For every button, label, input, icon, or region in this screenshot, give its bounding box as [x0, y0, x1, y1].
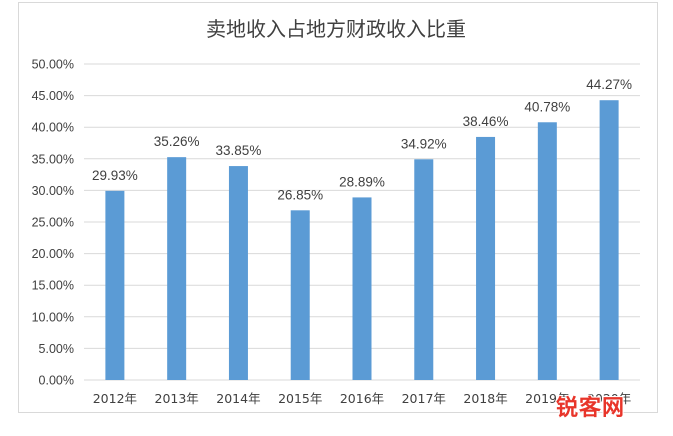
x-axis-category-labels: 2012年 2013年 2014年 2015年 2016年 2017年 2018年 2019年… [93, 391, 632, 406]
y-tick-label: 40.00% [32, 121, 74, 135]
data-label: 38.46% [463, 114, 509, 129]
y-tick-label: 10.00% [32, 310, 74, 324]
data-labels: 29.93% 35.26% 33.85% 26.85% 28.89% 34.92% 38.4… [92, 77, 632, 202]
watermark-logo: 锐客网 [556, 396, 626, 421]
data-label: 40.78% [524, 99, 570, 114]
data-label: 33.85% [216, 143, 262, 158]
x-category-label: 2012年 [93, 391, 137, 406]
y-tick-label: 0.00% [39, 374, 74, 388]
x-category-label: 2018年 [463, 391, 507, 406]
y-tick-label: 20.00% [32, 247, 74, 261]
data-label: 29.93% [92, 168, 138, 183]
bar [167, 157, 187, 380]
data-label: 35.26% [154, 134, 200, 149]
bar [290, 210, 310, 380]
y-tick-label: 35.00% [32, 152, 74, 166]
data-label: 26.85% [277, 187, 323, 202]
x-category-label: 2020年 [587, 391, 631, 406]
x-category-label: 2014年 [216, 391, 260, 406]
y-tick-label: 50.00% [32, 58, 74, 72]
data-label: 34.92% [401, 136, 447, 151]
x-category-label: 2013年 [155, 391, 199, 406]
y-tick-label: 45.00% [32, 89, 74, 103]
bar [537, 122, 557, 381]
y-tick-label: 5.00% [39, 342, 74, 356]
x-category-label: 2019年 [525, 391, 569, 406]
x-category-label: 2015年 [278, 391, 322, 406]
bar [352, 197, 372, 380]
y-tick-label: 15.00% [32, 279, 74, 293]
chart-title: 卖地收入占地方财政收入比重 [206, 17, 466, 41]
bars [105, 100, 619, 381]
bar [599, 100, 619, 381]
x-category-label: 2016年 [340, 391, 384, 406]
y-tick-label: 25.00% [32, 216, 74, 230]
bar [105, 190, 125, 380]
data-label: 28.89% [339, 174, 385, 189]
y-tick-label: 30.00% [32, 184, 74, 198]
data-label: 44.27% [586, 77, 632, 92]
bar [228, 166, 248, 380]
bar [414, 159, 434, 380]
x-category-label: 2017年 [402, 391, 446, 406]
y-axis-tick-labels: 0.00% 5.00% 10.00% 15.00% 20.00% 25.00% 30.00%… [32, 58, 74, 388]
bar [476, 136, 496, 380]
